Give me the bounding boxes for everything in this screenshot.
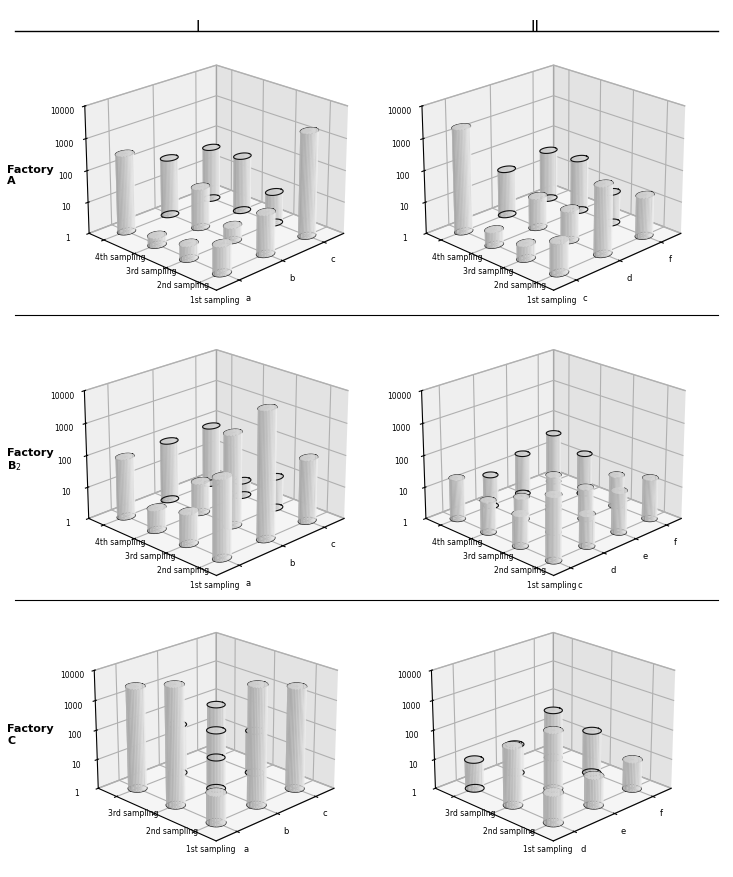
Text: Factory
A: Factory A: [7, 165, 54, 186]
Text: I: I: [196, 20, 200, 35]
Text: Factory
C: Factory C: [7, 724, 54, 745]
Text: Factory
B$_2$: Factory B$_2$: [7, 447, 54, 473]
Text: II: II: [531, 20, 539, 35]
